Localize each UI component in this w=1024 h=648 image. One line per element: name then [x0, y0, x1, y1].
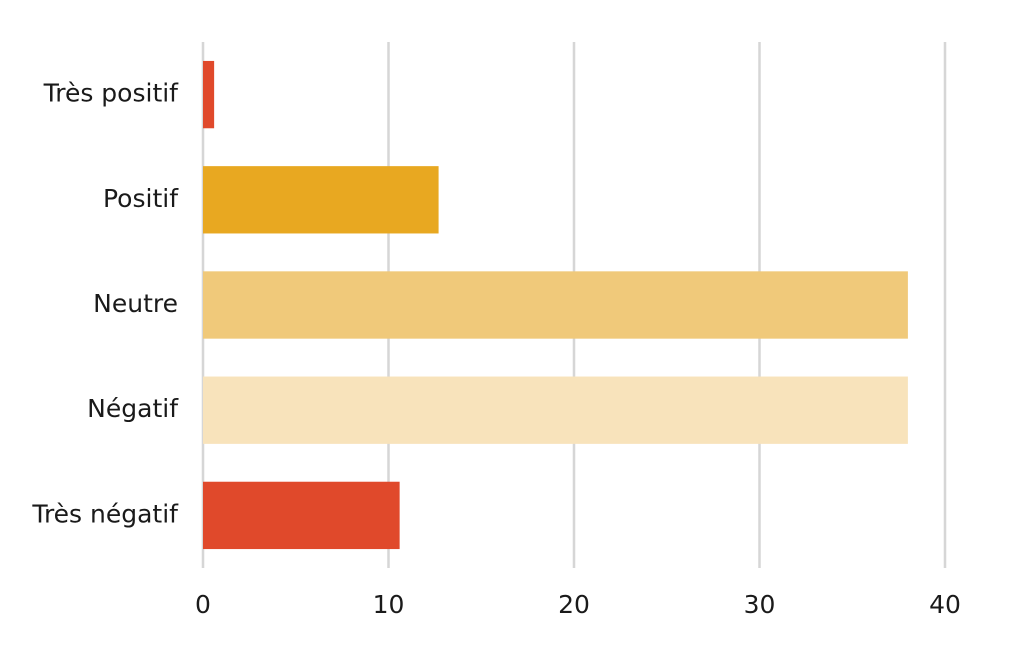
bar: [203, 376, 908, 444]
x-tick-label: 10: [373, 590, 405, 619]
y-tick-label: Positif: [103, 184, 179, 213]
y-tick-label: Très négatif: [31, 499, 179, 528]
x-tick-label: 0: [195, 590, 211, 619]
y-tick-label: Très positif: [43, 79, 180, 108]
x-tick-label: 20: [558, 590, 590, 619]
bar: [203, 481, 400, 550]
bar: [203, 60, 215, 129]
x-tick-label: 40: [929, 590, 961, 619]
y-tick-label: Neutre: [93, 289, 178, 318]
x-tick-label: 30: [744, 590, 776, 619]
bar: [203, 166, 439, 234]
bar: [203, 271, 908, 339]
y-tick-label: Négatif: [87, 394, 179, 423]
